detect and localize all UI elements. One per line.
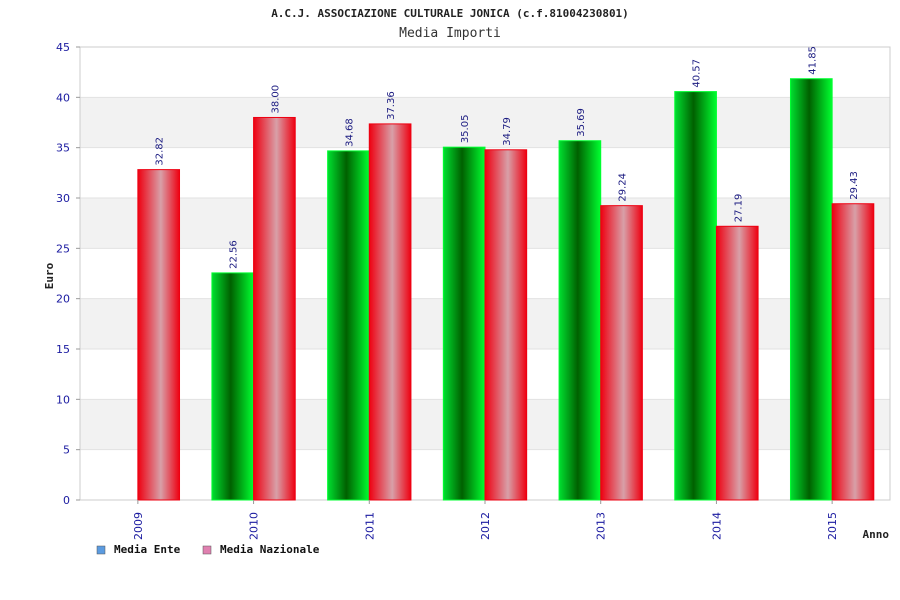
y-tick-label: 20	[56, 293, 70, 306]
value-label: 32.82	[155, 137, 166, 166]
chart-title: A.C.J. ASSOCIAZIONE CULTURALE JONICA (c.…	[271, 7, 629, 20]
x-tick-label: 2012	[479, 512, 492, 540]
y-tick-label: 5	[63, 444, 70, 457]
value-label: 27.19	[733, 194, 744, 223]
y-tick-label: 40	[56, 91, 70, 104]
bar-media-ente	[558, 140, 602, 501]
x-tick-label: 2014	[710, 512, 723, 540]
legend: Media Ente Media Nazionale	[96, 543, 320, 556]
y-tick-label: 30	[56, 192, 70, 205]
x-tick-label: 2015	[826, 512, 839, 540]
bar-media-nazionale	[253, 116, 296, 501]
value-label: 35.69	[576, 108, 587, 137]
bar-media-nazionale	[484, 149, 528, 501]
y-tick-label: 35	[56, 142, 70, 155]
bar-media-ente	[327, 150, 370, 501]
y-axis-ticks: 0 5 10 15 20 25 30 35 40 45	[56, 41, 80, 507]
value-label: 29.43	[849, 171, 860, 200]
x-axis-label: Anno	[863, 528, 890, 541]
bar-media-ente	[674, 91, 717, 501]
value-label: 35.05	[460, 115, 471, 144]
value-label: 34.68	[344, 118, 355, 147]
bar-media-nazionale	[831, 203, 875, 501]
y-tick-label: 45	[56, 41, 70, 54]
legend-swatch-media-ente	[96, 545, 106, 555]
y-tick-label: 10	[56, 393, 70, 406]
y-tick-label: 15	[56, 343, 70, 356]
value-labels: 32.82 22.56 38.00 34.68 37.36 35.05 34.79 35.69…	[155, 46, 860, 269]
legend-label-media-nazionale: Media Nazionale	[220, 543, 320, 556]
y-tick-label: 0	[63, 494, 70, 507]
value-label: 29.24	[618, 173, 629, 202]
bar-media-nazionale	[715, 225, 759, 501]
value-label: 22.56	[229, 240, 240, 269]
value-label: 37.36	[386, 91, 397, 120]
value-label: 41.85	[807, 46, 818, 75]
bar-media-ente	[211, 272, 255, 501]
x-tick-label: 2009	[132, 512, 145, 540]
bar-media-nazionale	[137, 169, 181, 501]
bar-media-nazionale	[368, 123, 412, 501]
value-label: 38.00	[270, 85, 281, 114]
x-tick-label: 2011	[363, 512, 376, 540]
bar-media-ente	[442, 146, 486, 501]
chart-subtitle: Media Importi	[399, 26, 501, 41]
x-tick-label: 2010	[248, 512, 261, 540]
bar-media-nazionale	[600, 205, 643, 501]
value-label: 40.57	[692, 59, 703, 88]
bar-media-ente	[789, 78, 833, 501]
legend-label-media-ente: Media Ente	[114, 543, 181, 556]
x-tick-label: 2013	[595, 512, 608, 540]
bars	[137, 78, 875, 501]
y-tick-label: 25	[56, 242, 70, 255]
x-axis-ticks: 2009 2010 2011 2012 2013 2014 2015	[132, 500, 839, 540]
y-axis-label: Euro	[43, 262, 56, 289]
value-label: 34.79	[502, 117, 513, 146]
legend-swatch-media-nazionale	[202, 545, 212, 555]
grid-band	[80, 97, 890, 148]
